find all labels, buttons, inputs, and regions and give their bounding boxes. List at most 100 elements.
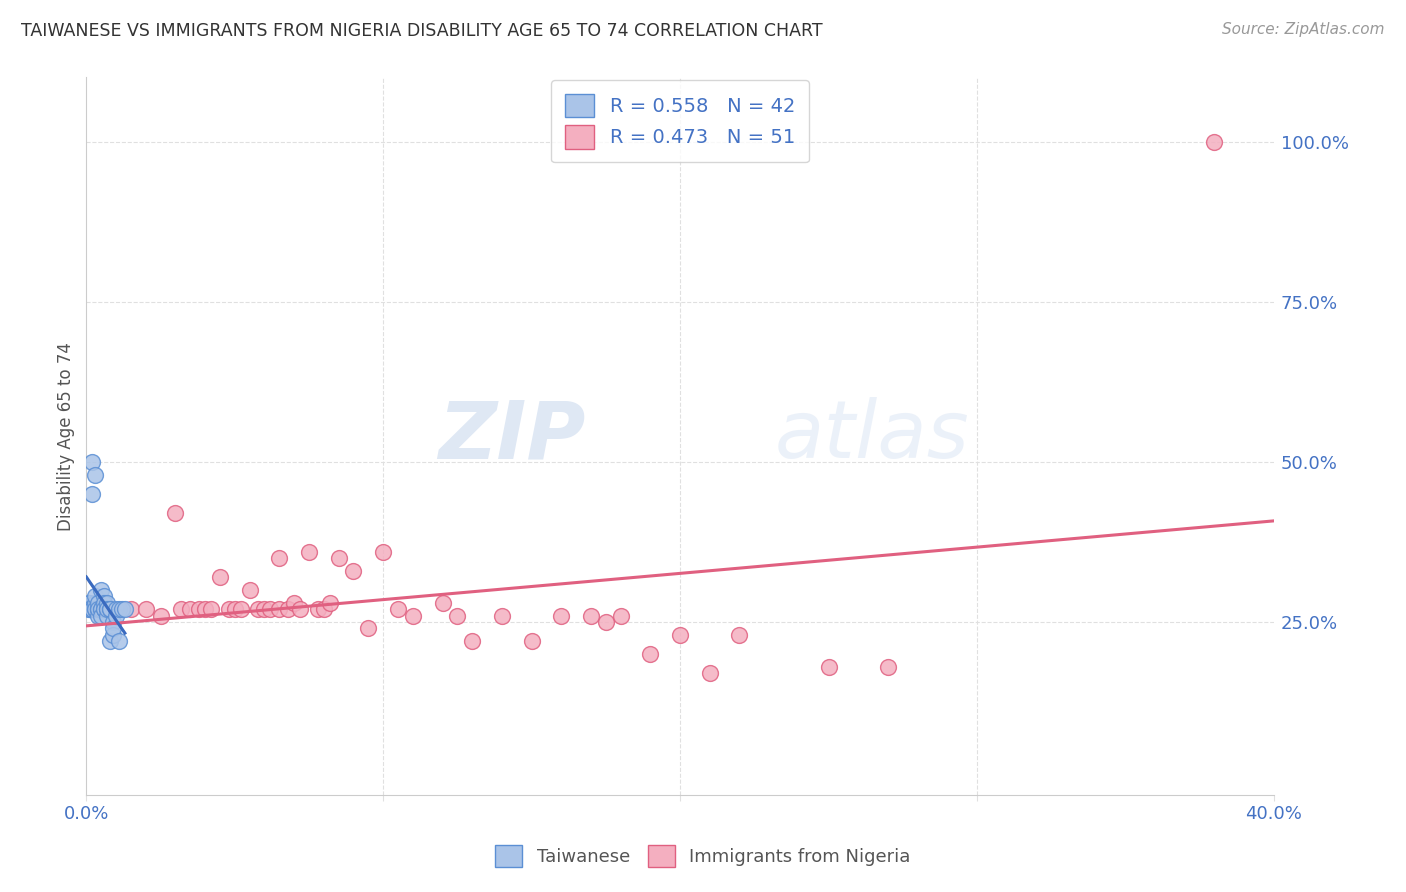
Point bbox=[93, 596, 115, 610]
Point bbox=[114, 602, 136, 616]
Point bbox=[87, 602, 110, 616]
Point bbox=[402, 608, 425, 623]
Point bbox=[283, 596, 305, 610]
Point bbox=[108, 634, 131, 648]
Point bbox=[491, 608, 513, 623]
Point bbox=[277, 602, 299, 616]
Point bbox=[188, 602, 211, 616]
Point bbox=[98, 634, 121, 648]
Point bbox=[90, 602, 112, 616]
Text: Source: ZipAtlas.com: Source: ZipAtlas.com bbox=[1222, 22, 1385, 37]
Point bbox=[82, 602, 104, 616]
Point bbox=[82, 602, 104, 616]
Point bbox=[520, 634, 543, 648]
Point bbox=[77, 596, 100, 610]
Point bbox=[269, 551, 291, 566]
Point bbox=[96, 608, 118, 623]
Point bbox=[84, 596, 107, 610]
Point bbox=[218, 602, 240, 616]
Point bbox=[550, 608, 572, 623]
Point bbox=[298, 544, 321, 558]
Point bbox=[87, 608, 110, 623]
Point bbox=[239, 582, 262, 597]
Point bbox=[90, 608, 112, 623]
Point bbox=[312, 602, 335, 616]
Point bbox=[817, 660, 839, 674]
Point bbox=[446, 608, 468, 623]
Point bbox=[135, 602, 157, 616]
Point bbox=[170, 602, 193, 616]
Point bbox=[194, 602, 217, 616]
Point bbox=[229, 602, 252, 616]
Point bbox=[108, 602, 131, 616]
Point bbox=[728, 628, 751, 642]
Point bbox=[87, 602, 110, 616]
Point bbox=[87, 602, 110, 616]
Point bbox=[93, 602, 115, 616]
Point bbox=[387, 602, 409, 616]
Point bbox=[93, 590, 115, 604]
Point bbox=[84, 467, 107, 482]
Text: ZIP: ZIP bbox=[437, 397, 585, 475]
Text: atlas: atlas bbox=[775, 397, 970, 475]
Point bbox=[877, 660, 900, 674]
Point bbox=[288, 602, 311, 616]
Point bbox=[84, 602, 107, 616]
Point bbox=[101, 622, 124, 636]
Point bbox=[319, 596, 342, 610]
Point bbox=[579, 608, 602, 623]
Point bbox=[98, 602, 121, 616]
Point bbox=[640, 647, 662, 661]
Text: TAIWANESE VS IMMIGRANTS FROM NIGERIA DISABILITY AGE 65 TO 74 CORRELATION CHART: TAIWANESE VS IMMIGRANTS FROM NIGERIA DIS… bbox=[21, 22, 823, 40]
Point bbox=[77, 596, 100, 610]
Point bbox=[165, 506, 187, 520]
Point bbox=[669, 628, 692, 642]
Point bbox=[101, 628, 124, 642]
Point bbox=[84, 590, 107, 604]
Point bbox=[104, 602, 127, 616]
Y-axis label: Disability Age 65 to 74: Disability Age 65 to 74 bbox=[58, 342, 75, 531]
Point bbox=[96, 602, 118, 616]
Point bbox=[200, 602, 222, 616]
Point bbox=[269, 602, 291, 616]
Point bbox=[82, 455, 104, 469]
Point bbox=[90, 602, 112, 616]
Legend: R = 0.558   N = 42, R = 0.473   N = 51: R = 0.558 N = 42, R = 0.473 N = 51 bbox=[551, 80, 808, 162]
Point bbox=[90, 582, 112, 597]
Point bbox=[90, 602, 112, 616]
Point bbox=[595, 615, 617, 629]
Point bbox=[253, 602, 276, 616]
Point bbox=[77, 602, 100, 616]
Point bbox=[432, 596, 454, 610]
Point bbox=[208, 570, 231, 584]
Point bbox=[149, 608, 172, 623]
Point bbox=[96, 596, 118, 610]
Point bbox=[111, 602, 134, 616]
Point bbox=[373, 544, 395, 558]
Point bbox=[82, 487, 104, 501]
Point bbox=[1204, 135, 1226, 149]
Point bbox=[120, 602, 142, 616]
Point bbox=[84, 602, 107, 616]
Point bbox=[224, 602, 246, 616]
Point bbox=[77, 602, 100, 616]
Point bbox=[247, 602, 270, 616]
Point bbox=[699, 666, 721, 681]
Point bbox=[357, 622, 380, 636]
Point bbox=[342, 564, 364, 578]
Legend: Taiwanese, Immigrants from Nigeria: Taiwanese, Immigrants from Nigeria bbox=[488, 838, 918, 874]
Point bbox=[98, 602, 121, 616]
Point bbox=[101, 615, 124, 629]
Point bbox=[259, 602, 281, 616]
Point bbox=[179, 602, 201, 616]
Point bbox=[609, 608, 631, 623]
Point bbox=[461, 634, 484, 648]
Point bbox=[307, 602, 329, 616]
Point bbox=[90, 602, 112, 616]
Point bbox=[98, 602, 121, 616]
Point bbox=[96, 602, 118, 616]
Point bbox=[87, 596, 110, 610]
Point bbox=[93, 602, 115, 616]
Point bbox=[328, 551, 350, 566]
Point bbox=[104, 608, 127, 623]
